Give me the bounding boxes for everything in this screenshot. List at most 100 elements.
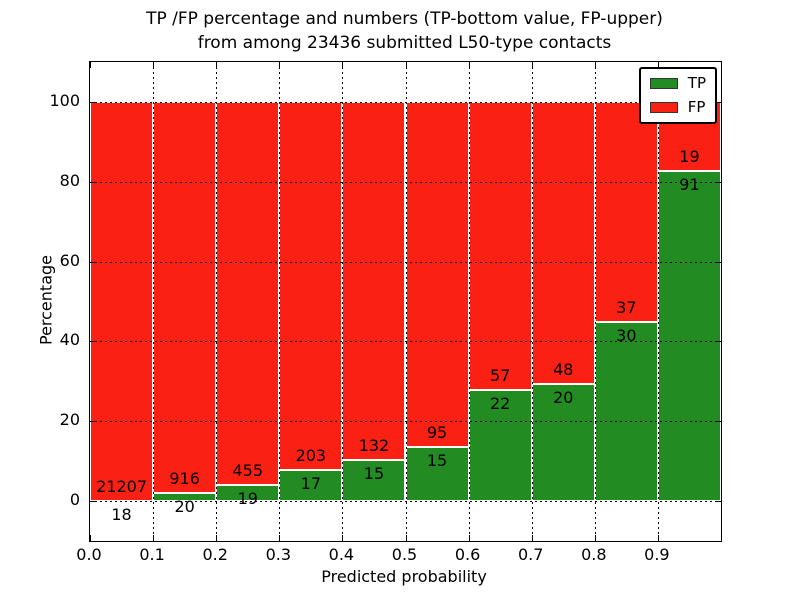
tp-count-label: 91 — [679, 174, 700, 194]
bar-fp-segment — [279, 101, 343, 471]
bar-fp-segment — [153, 101, 217, 493]
x-gridline — [594, 62, 596, 541]
fp-count-label: 455 — [232, 461, 264, 481]
x-gridline — [279, 62, 281, 541]
bar-fp-segment — [342, 101, 406, 461]
fp-count-label: 21207 — [96, 476, 147, 496]
bar-tp-segment — [657, 170, 721, 502]
bar-fp-segment — [90, 101, 154, 501]
legend-item-fp: FP — [649, 98, 706, 116]
tp-swatch — [649, 78, 678, 89]
chart-title-line1: TP /FP percentage and numbers (TP-bottom… — [146, 9, 663, 29]
x-tick-top — [468, 62, 470, 68]
x-tick-top — [153, 62, 155, 68]
fp-count-label: 95 — [426, 422, 448, 442]
fp-count-label: 37 — [616, 298, 637, 318]
tp-count-label: 22 — [489, 393, 511, 413]
legend-label-tp: TP — [687, 74, 706, 92]
fp-count-label: 132 — [358, 436, 390, 456]
bar-tp-segment — [342, 460, 406, 502]
tp-count-label: 18 — [111, 504, 132, 524]
tp-count-label: 15 — [426, 450, 448, 470]
bar-fp-segment — [216, 101, 280, 486]
x-tick-label: 0.8 — [581, 545, 607, 564]
bar-fp-segment — [468, 101, 532, 390]
x-tick-label: 0.5 — [391, 545, 418, 564]
fp-count-label: 916 — [169, 468, 200, 488]
x-tick-bottom — [468, 535, 470, 541]
x-tick-label: 0.0 — [76, 545, 102, 564]
tp-count-label: 17 — [300, 474, 322, 494]
plot-area: TP FP 21207 18 916 20 455 19 203 17 132 15 95 15 57 2… — [89, 61, 722, 542]
x-gridline — [153, 62, 155, 541]
x-tick-label: 0.6 — [454, 545, 481, 564]
fp-count-label: 57 — [489, 365, 511, 385]
x-axis-label: Predicted probability — [321, 567, 487, 586]
x-tick-top — [531, 62, 533, 68]
bar-fp-segment — [531, 101, 595, 384]
tp-count-label: 15 — [363, 464, 385, 484]
y-tick-right — [715, 501, 721, 503]
x-tick-label: 0.1 — [139, 545, 165, 564]
fp-count-label: 203 — [295, 446, 327, 466]
bar-tp-segment — [531, 383, 595, 502]
tp-count-label: 20 — [174, 496, 195, 516]
x-tick-bottom — [594, 535, 596, 541]
bar-tp-segment — [468, 389, 532, 502]
bar-fp-segment — [405, 101, 469, 447]
x-gridline — [468, 62, 470, 541]
y-tick-label: 0 — [69, 490, 80, 510]
x-tick-label: 0.9 — [644, 545, 670, 564]
bar-tp-segment — [279, 470, 343, 502]
chart-title: TP /FP percentage and numbers (TP-bottom… — [89, 7, 720, 55]
fp-count-label: 19 — [679, 146, 700, 166]
y-tick-label: 40 — [59, 330, 80, 350]
chart-title-line2: from among 23436 submitted L50-type cont… — [197, 33, 612, 53]
x-tick-bottom — [342, 535, 344, 541]
y-tick-left — [90, 261, 96, 263]
x-gridline — [216, 62, 218, 541]
x-tick-bottom — [90, 535, 91, 541]
fp-swatch — [649, 102, 678, 113]
legend: TP FP — [638, 67, 717, 124]
fp-count-label: 48 — [553, 359, 574, 379]
bar-tp-segment — [594, 322, 658, 502]
x-gridline — [405, 62, 407, 541]
x-tick-top — [342, 62, 344, 68]
x-tick-label: 0.7 — [517, 545, 544, 564]
y-tick-label: 80 — [59, 170, 80, 190]
tp-count-label: 30 — [616, 326, 637, 346]
x-tick-bottom — [279, 535, 281, 541]
y-tick-label: 100 — [49, 90, 80, 110]
bar-tp-segment — [405, 446, 469, 502]
x-tick-top — [279, 62, 281, 68]
x-tick-label: 0.3 — [265, 545, 292, 564]
y-tick-label: 20 — [59, 410, 80, 430]
y-tick-left — [90, 501, 96, 503]
x-tick-top — [657, 62, 659, 68]
x-tick-top — [405, 62, 407, 68]
x-tick-bottom — [153, 535, 155, 541]
bar-fp-segment — [594, 101, 658, 323]
x-tick-bottom — [216, 535, 218, 541]
tp-count-label: 19 — [237, 489, 258, 509]
x-tick-top — [594, 62, 596, 68]
y-tick-right — [715, 261, 721, 263]
y-tick-left — [90, 181, 96, 183]
y-tick-right — [715, 181, 721, 183]
legend-label-fp: FP — [687, 98, 706, 116]
x-tick-bottom — [405, 535, 407, 541]
x-gridline — [531, 62, 533, 541]
y-tick-right — [715, 341, 721, 343]
y-tick-left — [90, 101, 96, 103]
x-tick-label: 0.2 — [202, 545, 228, 564]
x-gridline — [342, 62, 344, 541]
legend-item-tp: TP — [649, 74, 706, 92]
x-tick-bottom — [657, 535, 659, 541]
y-tick-right — [715, 101, 721, 103]
y-tick-right — [715, 421, 721, 423]
x-tick-top — [216, 62, 218, 68]
tp-count-label: 20 — [553, 387, 574, 407]
y-tick-left — [90, 421, 96, 423]
